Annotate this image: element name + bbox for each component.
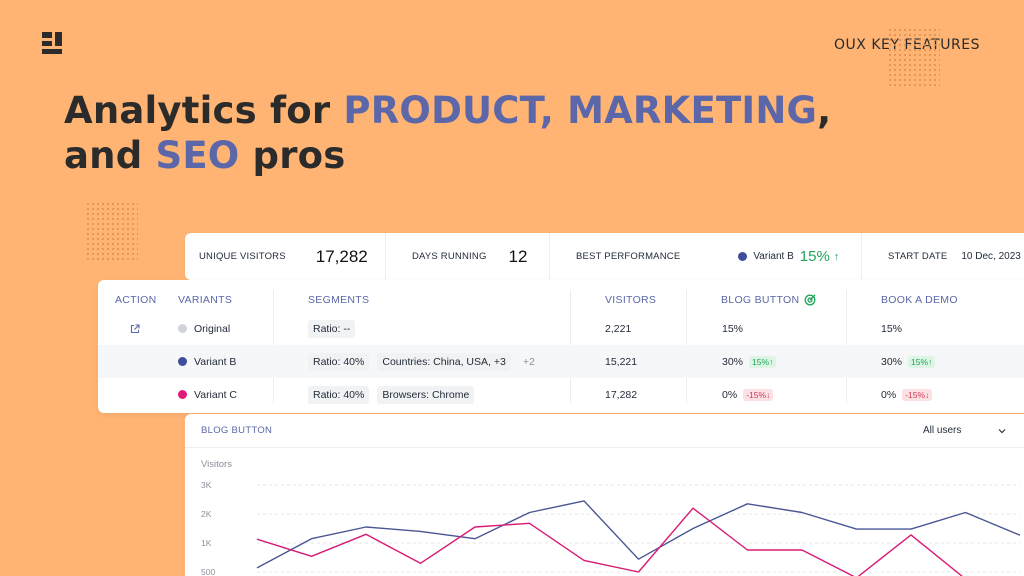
variant-name: Original — [194, 322, 231, 335]
visitors-cell: 15,221 — [605, 355, 638, 368]
demo-value: 30% — [881, 355, 903, 368]
dot-pattern-top — [888, 28, 940, 88]
col-header-blog-button-label: BLOG BUTTON — [721, 294, 800, 306]
blog-cell: 30% 15%↑ — [722, 355, 777, 368]
delta-badge-up: 15%↑ — [749, 355, 777, 368]
variant-dot — [178, 357, 187, 366]
variants-table: ACTION VARIANTS SEGMENTS VISITORS BLOG B… — [98, 280, 1024, 413]
series-line-1 — [256, 500, 1021, 569]
chart-divider — [185, 447, 1024, 448]
col-header-blog-button: BLOG BUTTON — [721, 294, 816, 306]
stat-unique-visitors: UNIQUE VISITORS 17,282 — [185, 233, 386, 280]
col-header-segments: SEGMENTS — [308, 294, 370, 306]
stat-days-running: DAYS RUNNING 12 — [386, 233, 550, 280]
blog-value: 30% — [722, 355, 744, 368]
stat-value: 10 Dec, 2023 — [961, 251, 1021, 262]
segment-chip: Ratio: 40% — [308, 352, 370, 371]
stats-bar: UNIQUE VISITORS 17,282 DAYS RUNNING 12 B… — [185, 233, 1024, 280]
stat-start-date: START DATE 10 Dec, 2023 — [862, 233, 1024, 280]
col-header-book-demo: BOOK A DEMO — [881, 294, 958, 306]
chart-card: BLOG BUTTON All users Visitors 3K 2K 1K 500 — [185, 414, 1024, 576]
table-row[interactable]: Variant C Ratio: 40% Browsers: Chrome 17… — [98, 378, 1024, 411]
variant-name: Variant B — [194, 355, 237, 368]
variant-b-dot — [738, 252, 748, 261]
demo-value: 0% — [881, 388, 897, 401]
brand-logo-icon — [42, 32, 66, 56]
delta-badge-down: -15%↓ — [902, 388, 933, 401]
external-link-icon[interactable] — [130, 323, 140, 334]
demo-cell: 30% 15%↑ — [881, 355, 936, 368]
blog-value: 0% — [722, 388, 738, 401]
y-tick-label: 2K — [201, 509, 212, 519]
table-row[interactable]: Original Ratio: -- 2,221 15% 15% — [98, 312, 1024, 345]
demo-cell: 0% -15%↓ — [881, 388, 933, 401]
table-row[interactable]: Variant B Ratio: 40% Countries: China, U… — [98, 345, 1024, 378]
variant-cell: Variant C — [178, 389, 237, 401]
segment-chip: Ratio: -- — [308, 319, 356, 338]
y-tick-label: 500 — [201, 567, 215, 576]
segments-cell: Ratio: 40% Countries: China, USA, +3 +2 — [308, 352, 535, 371]
variant-name: Variant C — [194, 388, 237, 401]
chart-title: BLOG BUTTON — [201, 425, 273, 436]
user-filter-select[interactable]: All users — [923, 425, 1007, 436]
headline-highlight-product-marketing: PRODUCT, MARKETING — [343, 89, 818, 132]
series-line-2 — [256, 507, 963, 576]
dot-pattern-left — [86, 202, 138, 262]
segment-chip: Ratio: 40% — [308, 385, 370, 404]
stat-label: BEST PERFORMANCE — [576, 251, 681, 262]
best-variant-name: Variant B — [753, 251, 794, 262]
arrow-up-icon: ↑ — [833, 250, 840, 263]
stat-best-performance: BEST PERFORMANCE Variant B 15% ↑ — [550, 233, 862, 280]
col-header-visitors: VISITORS — [605, 294, 657, 306]
target-icon — [804, 294, 816, 306]
variant-cell: Original — [178, 323, 230, 335]
stat-label: DAYS RUNNING — [412, 251, 487, 262]
visitors-cell: 17,282 — [605, 388, 638, 401]
y-tick-label: 3K — [201, 480, 212, 490]
chart-y-axis-label: Visitors — [201, 459, 232, 470]
headline-highlight-seo: SEO — [155, 134, 240, 177]
variant-dot — [178, 390, 187, 399]
col-header-action: ACTION — [115, 294, 157, 306]
delta-badge-down: -15%↓ — [743, 388, 774, 401]
select-value: All users — [923, 425, 962, 436]
stat-label: START DATE — [888, 251, 948, 262]
segment-more-count[interactable]: +2 — [522, 355, 535, 368]
visitors-cell: 2,221 — [605, 322, 632, 335]
segments-cell: Ratio: 40% Browsers: Chrome — [308, 385, 482, 404]
blog-cell: 0% -15%↓ — [722, 388, 774, 401]
segments-cell: Ratio: -- — [308, 319, 363, 338]
chevron-down-icon — [998, 428, 1006, 433]
stat-value: 12 — [508, 246, 528, 266]
best-value: 15% — [799, 248, 830, 265]
stat-value: 17,282 — [315, 246, 368, 266]
variant-cell: Variant B — [178, 356, 236, 368]
col-header-variants: VARIANTS — [178, 294, 233, 306]
headline: Analytics for PRODUCT, MARKETING, and SE… — [64, 89, 832, 177]
y-tick-label: 1K — [201, 538, 212, 548]
line-chart: 3K 2K 1K 500 — [201, 480, 1021, 576]
segment-chip: Countries: China, USA, +3 — [377, 352, 511, 371]
variant-dot — [178, 324, 187, 333]
blog-cell: 15% — [722, 322, 744, 335]
delta-badge-up: 15%↑ — [908, 355, 936, 368]
stat-label: UNIQUE VISITORS — [199, 251, 286, 262]
demo-cell: 15% — [881, 322, 903, 335]
segment-chip: Browsers: Chrome — [377, 385, 475, 404]
